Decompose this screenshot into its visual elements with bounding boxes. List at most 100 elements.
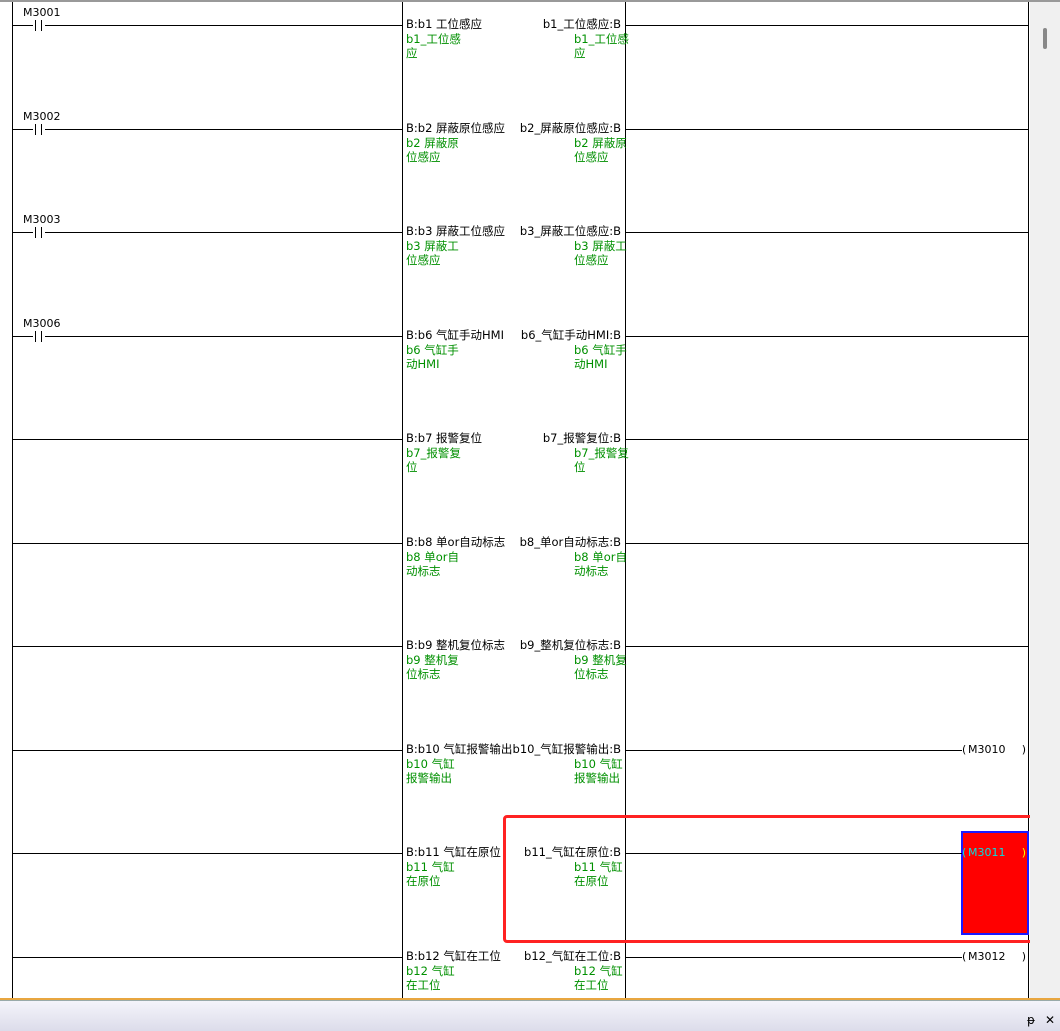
no-contact-symbol[interactable] — [33, 123, 45, 135]
panel-divider — [0, 998, 1060, 1000]
output-comment: 在工位 — [574, 977, 609, 992]
rung-wire-right — [625, 542, 1028, 544]
pin-icon[interactable]: ᵽ — [1027, 1013, 1036, 1027]
fb-input-label: B:b9 整机复位标志 — [406, 638, 506, 652]
output-comment: 在原位 — [574, 874, 609, 888]
fb-output-label: b8_单or自动标志:B — [519, 534, 621, 549]
rung-wire-right — [625, 439, 1028, 440]
rung-wire-right — [625, 853, 962, 854]
rung[interactable]: M3001 B:b1 工位感应 b1_工位感应:B b1_工位感应 b1_工位感应 — [0, 2, 1030, 104]
coil-label: M3010 — [968, 742, 1006, 756]
contact-label: M3006 — [23, 316, 61, 330]
output-coil[interactable]: (M3011) — [962, 846, 1028, 860]
input-comment: 位 — [406, 460, 418, 474]
input-comment: 位感应 — [406, 149, 441, 164]
rung-wire-left — [12, 232, 402, 233]
rung[interactable]: M3003 B:b3 屏蔽工位感应 b3_屏蔽工位感应:B b3 屏蔽工 位感应 b3 屏… — [0, 207, 1030, 311]
output-comment: b8 单or自 — [574, 549, 628, 564]
rung-wire-right — [625, 646, 1028, 647]
rung-wire-left — [12, 128, 402, 130]
input-comment: b11 气缸 — [406, 860, 455, 874]
coil-close-paren: ) — [1021, 949, 1026, 963]
input-comment: 动HMI — [406, 356, 440, 371]
rung-wire-left — [12, 956, 402, 958]
fb-output-label: b1_工位感应:B — [542, 17, 621, 31]
fb-output-label: b10_气缸报警输出:B — [512, 741, 621, 756]
contact-label: M3003 — [23, 213, 61, 226]
coil-label: M3012 — [968, 949, 1006, 963]
input-comment: b10 气缸 — [406, 756, 455, 771]
rung-wire-right — [625, 956, 962, 958]
fb-input-label: B:b3 屏蔽工位感应 — [406, 224, 506, 238]
fb-input-label: B:b8 单or自动标志 — [406, 534, 506, 549]
input-comment: 在工位 — [406, 977, 441, 992]
rung[interactable]: M3002 B:b2 屏蔽原位感应 b2_屏蔽原位感应:B b2 屏蔽原 位感应 b2 屏… — [0, 104, 1030, 208]
scrollbar-thumb[interactable] — [1043, 28, 1047, 49]
output-comment: 报警输出 — [574, 770, 620, 785]
input-comment: b7_报警复 — [406, 446, 461, 460]
input-comment: b2 屏蔽原 — [406, 135, 459, 150]
fb-input-label: B:b2 屏蔽原位感应 — [406, 120, 506, 135]
fb-input-label: B:b7 报警复位 — [406, 431, 483, 445]
fb-output-label: b11_气缸在原位:B — [524, 845, 621, 859]
rung-wire-right — [625, 232, 1028, 233]
rung-wire-left — [12, 335, 402, 337]
right-power-rail — [1028, 2, 1029, 998]
ladder-editor[interactable]: M3001 B:b1 工位感应 b1_工位感应:B b1_工位感应 b1_工位感应 M30… — [0, 2, 1030, 998]
coil-open-paren: ( — [962, 949, 967, 963]
output-coil[interactable]: (M3010) — [962, 743, 1028, 757]
input-comment: 应 — [406, 46, 418, 60]
rung[interactable]: B:b10 气缸报警输出 b10_气缸报警输出:B b10 气缸 报警输出 b10 气缸… — [0, 725, 1030, 829]
rung-wire-left — [12, 542, 402, 544]
input-comment: b3 屏蔽工 — [406, 239, 459, 253]
highlight-annotation-box — [503, 815, 1030, 943]
output-comment: b10 气缸 — [574, 756, 623, 771]
output-comment: 位感应 — [574, 149, 609, 164]
input-comment: 位标志 — [406, 667, 441, 681]
no-contact-symbol[interactable] — [33, 20, 45, 31]
fb-right-border — [625, 2, 626, 998]
fb-output-label: b12_气缸在工位:B — [524, 948, 621, 963]
coil-open-paren: ( — [962, 846, 967, 859]
rung-wire-left — [12, 749, 402, 751]
rung-wire-left — [12, 25, 402, 26]
contact-label: M3001 — [23, 6, 61, 19]
rung[interactable]: B:b8 单or自动标志 b8_单or自动标志:B b8 单or自 动标志 b8 单or… — [0, 518, 1030, 622]
output-comment: 动HMI — [574, 356, 608, 371]
input-comment: 动标志 — [406, 563, 441, 578]
rung[interactable]: B:b11 气缸在原位 b11_气缸在原位:B b11 气缸 在原位 b11 气缸 在原位… — [0, 828, 1030, 932]
rung[interactable]: B:b9 整机复位标志 b9_整机复位标志:B b9 整机复 位标志 b9 整机复 位标志 — [0, 621, 1030, 725]
rung[interactable]: B:b7 报警复位 b7_报警复位:B b7_报警复位 b7_报警复位 — [0, 414, 1030, 518]
output-comment: b9 整机复 — [574, 653, 627, 667]
output-comment: b12 气缸 — [574, 963, 623, 978]
output-comment: b11 气缸 — [574, 860, 623, 874]
vertical-scrollbar[interactable] — [1030, 2, 1060, 998]
no-contact-symbol[interactable] — [33, 227, 45, 238]
fb-input-label: B:b11 气缸在原位 — [406, 845, 501, 859]
input-comment: b8 单or自 — [406, 549, 460, 564]
coil-close-paren: ) — [1021, 742, 1026, 756]
close-icon[interactable]: ✕ — [1045, 1013, 1056, 1027]
fb-input-label: B:b6 气缸手动HMI — [406, 327, 504, 342]
left-power-rail — [12, 2, 13, 998]
fb-input-label: B:b12 气缸在工位 — [406, 948, 501, 963]
output-comment: 位 — [574, 460, 586, 474]
input-comment: 位感应 — [406, 253, 441, 267]
coil-open-paren: ( — [962, 742, 967, 756]
output-comment: b6 气缸手 — [574, 342, 627, 357]
no-contact-symbol[interactable] — [33, 330, 45, 342]
output-comment: 位感应 — [574, 253, 609, 267]
rung[interactable]: B:b12 气缸在工位 b12_气缸在工位:B b12 气缸 在工位 b12 气缸 在工位… — [0, 932, 1030, 999]
output-comment: b7_报警复 — [574, 446, 629, 460]
window-top-border — [0, 0, 1060, 2]
fb-output-label: b6_气缸手动HMI:B — [520, 327, 621, 342]
input-comment: b12 气缸 — [406, 963, 455, 978]
selected-cell-cursor — [961, 831, 1029, 935]
bottom-docked-panel: ᵽ ✕ — [0, 1000, 1060, 1031]
fb-output-label: b2_屏蔽原位感应:B — [519, 120, 621, 135]
rung-wire-right — [625, 749, 962, 751]
rung[interactable]: M3006 B:b6 气缸手动HMI b6_气缸手动HMI:B b6 气缸手 动HMI b… — [0, 311, 1030, 415]
fb-left-border — [402, 2, 403, 998]
output-coil[interactable]: (M3012) — [962, 950, 1028, 964]
rung-wire-right — [625, 335, 1028, 337]
